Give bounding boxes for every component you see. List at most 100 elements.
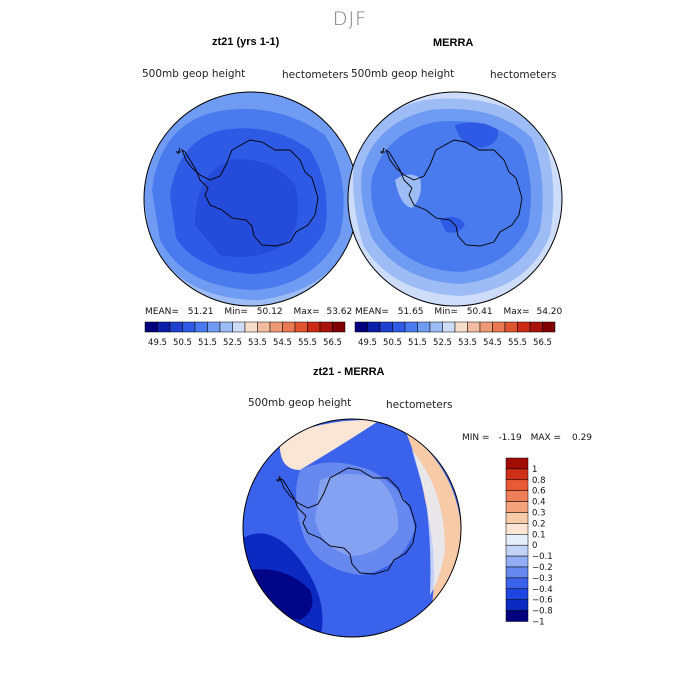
panel1-colorbar-swatch [232,321,246,333]
panel2-colorbar-swatch [392,321,406,333]
panel2-max-label: Max= [503,307,530,317]
panel1-colorbar-swatch [157,321,171,333]
panel3-colorbar-swatch [505,566,529,579]
panel3-colorbar-swatch [505,577,529,590]
panel2-field-core [371,121,531,272]
panel2-colorbar-swatch [529,321,543,333]
panel3-colorbar-swatch [505,468,529,481]
panel2-colorbar-swatch [367,321,381,333]
panel3-max-value: 0.29 [571,433,593,443]
panel2-antarctica-outline [385,139,523,247]
panel3-stats: MIN = -1.19 MAX = 0.29 [462,433,592,443]
panel2-colorbar-swatch [429,321,443,333]
panel2-mean-label: MEAN= [355,307,389,317]
panel3-colorbar-swatch [505,588,529,600]
panel3-colorbar-swatch [505,490,529,502]
panel2-colorbar-tick-label: 49.5 [358,338,377,348]
panel2-colorbar-swatch [354,321,368,333]
panel1-colorbar-swatch [307,321,321,333]
panel2-max-value: 54.20 [536,307,563,317]
panel2-colorbar-tick-label: 53.5 [458,338,477,348]
panel3-colorbar-tick-label: 0.8 [532,476,546,486]
panel1-title: zt21 (yrs 1-1) [212,36,280,48]
panel3-colorbar-tick-label: 0.4 [532,498,546,508]
panel2-colorbar-swatch [479,321,493,333]
panel3-colorbar-tick-label: −0.2 [532,563,553,573]
panel2-colorbar-swatch [379,321,393,333]
season-title: DJF [332,8,368,30]
panel2-colorbar-tick-label: 56.5 [533,338,552,348]
panel1-colorbar-swatch [319,321,333,333]
panel1-colorbar-swatch [282,321,296,333]
panel1-mean-label: MEAN= [145,307,179,317]
panel3-colorbar-swatch [505,501,529,513]
panel3-colorbar-tick-label: 0.2 [532,519,546,529]
panel3-units-label: hectometers [386,399,453,411]
panel1-colorbar-tick-label: 56.5 [323,338,342,348]
panel3-colorbar-tick-label: −0.3 [532,574,553,584]
panel3-colorbar-tick-label: −0.8 [532,607,553,617]
panel3-colorbar-tick-label: 0 [532,541,537,551]
panel2-min-value: 50.41 [466,307,493,317]
panel2-colorbar-tick-label: 54.5 [483,338,502,348]
panel3-continent-core [315,474,399,556]
panel2-units-label: hectometers [490,69,557,81]
panel1-min-label: Min= [224,307,248,317]
panel3-min-value: -1.19 [498,433,522,443]
panel2-map-border [347,91,563,307]
panel2-colorbar-tick-label: 52.5 [433,338,452,348]
panel1-colorbar-swatch [144,321,158,333]
panel3-colorbar-swatch [505,544,529,557]
panel2-mean-value: 51.65 [397,307,424,317]
panel1-colorbar-swatch [219,321,233,333]
panel3-colorbar-swatch [505,512,529,524]
panel2-colorbar-swatch [504,321,518,333]
panel1-colorbar-tick-label: 52.5 [223,338,242,348]
panel1-colorbar-tick-label: 53.5 [248,338,267,348]
panel1-colorbar-swatch [244,321,258,333]
panel3-colorbar-tick-label: 1 [532,465,537,475]
panel1-south-shetland [176,147,181,155]
panel3-colorbar-tick-label: −1 [532,618,545,628]
panel2-colorbar: 49.5 50.5 51.5 52.5 53.5 54.5 55.5 56.5 [354,321,556,348]
panel2-colorbar-swatch [492,321,506,333]
panel3-colorbar-tick-label: −0.1 [532,552,553,562]
panel3-south-shetland [276,475,281,483]
panel3-colorbar-swatch [505,599,529,611]
panel3-map-border [242,418,462,638]
panel2-min-south [440,216,465,233]
panel3-colorbar-swatch [505,555,529,568]
panel1-colorbar-swatch [332,321,346,333]
panel2-colorbar-tick-label: 51.5 [408,338,427,348]
panel2-map [347,91,563,307]
panel1-colorbar: 49.5 50.5 51.5 52.5 53.5 54.5 55.5 56.5 [144,321,346,348]
panel3-max-label: MAX = [530,433,562,443]
panel1-colorbar-swatch [294,321,308,333]
panel3-colorbar-swatch [505,457,529,470]
panel3-colorbar-tick-label: 0.1 [532,530,546,540]
panel2-colorbar-swatch [417,321,431,333]
panel1-units-label: hectometers [282,69,349,81]
panel1-colorbar-tick-label: 51.5 [198,338,217,348]
panel2-colorbar-swatch [542,321,556,333]
panel2-min-label: Min= [434,307,458,317]
panel2-colorbar-swatch [454,321,468,333]
panel1-colorbar-swatch [182,321,196,333]
panel2-peninsula-feature [395,174,421,208]
panel1-colorbar-tick-label: 54.5 [273,338,292,348]
panel2-title: MERRA [433,37,474,49]
panel1-min-value: 50.12 [256,307,283,317]
panel3-min-region [250,569,313,620]
panel3-colorbar-swatch [505,534,529,546]
panel3-colorbar-swatch [505,523,529,535]
panel2-colorbar-swatch [404,321,418,333]
panel2-colorbar-tick-label: 55.5 [508,338,527,348]
panel3-colorbar-swatch [505,479,529,491]
panel3-colorbar-tick-label: 0.6 [532,487,546,497]
panel1-mean-value: 51.21 [187,307,214,317]
panel1-colorbar-tick-label: 49.5 [148,338,167,348]
panel3-colorbar-tick-label: 0.3 [532,509,546,519]
panel3-colorbar: 10.80.60.40.30.20.10−0.1−0.2−0.3−0.4−0.6… [505,457,553,628]
panel2-colorbar-swatch [517,321,531,333]
